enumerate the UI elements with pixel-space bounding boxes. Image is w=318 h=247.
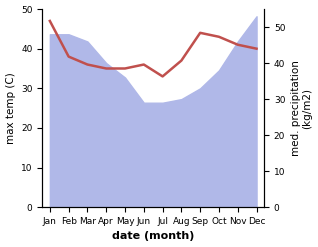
X-axis label: date (month): date (month) [112,231,194,242]
Y-axis label: max temp (C): max temp (C) [5,72,16,144]
Y-axis label: med. precipitation
(kg/m2): med. precipitation (kg/m2) [291,60,313,156]
